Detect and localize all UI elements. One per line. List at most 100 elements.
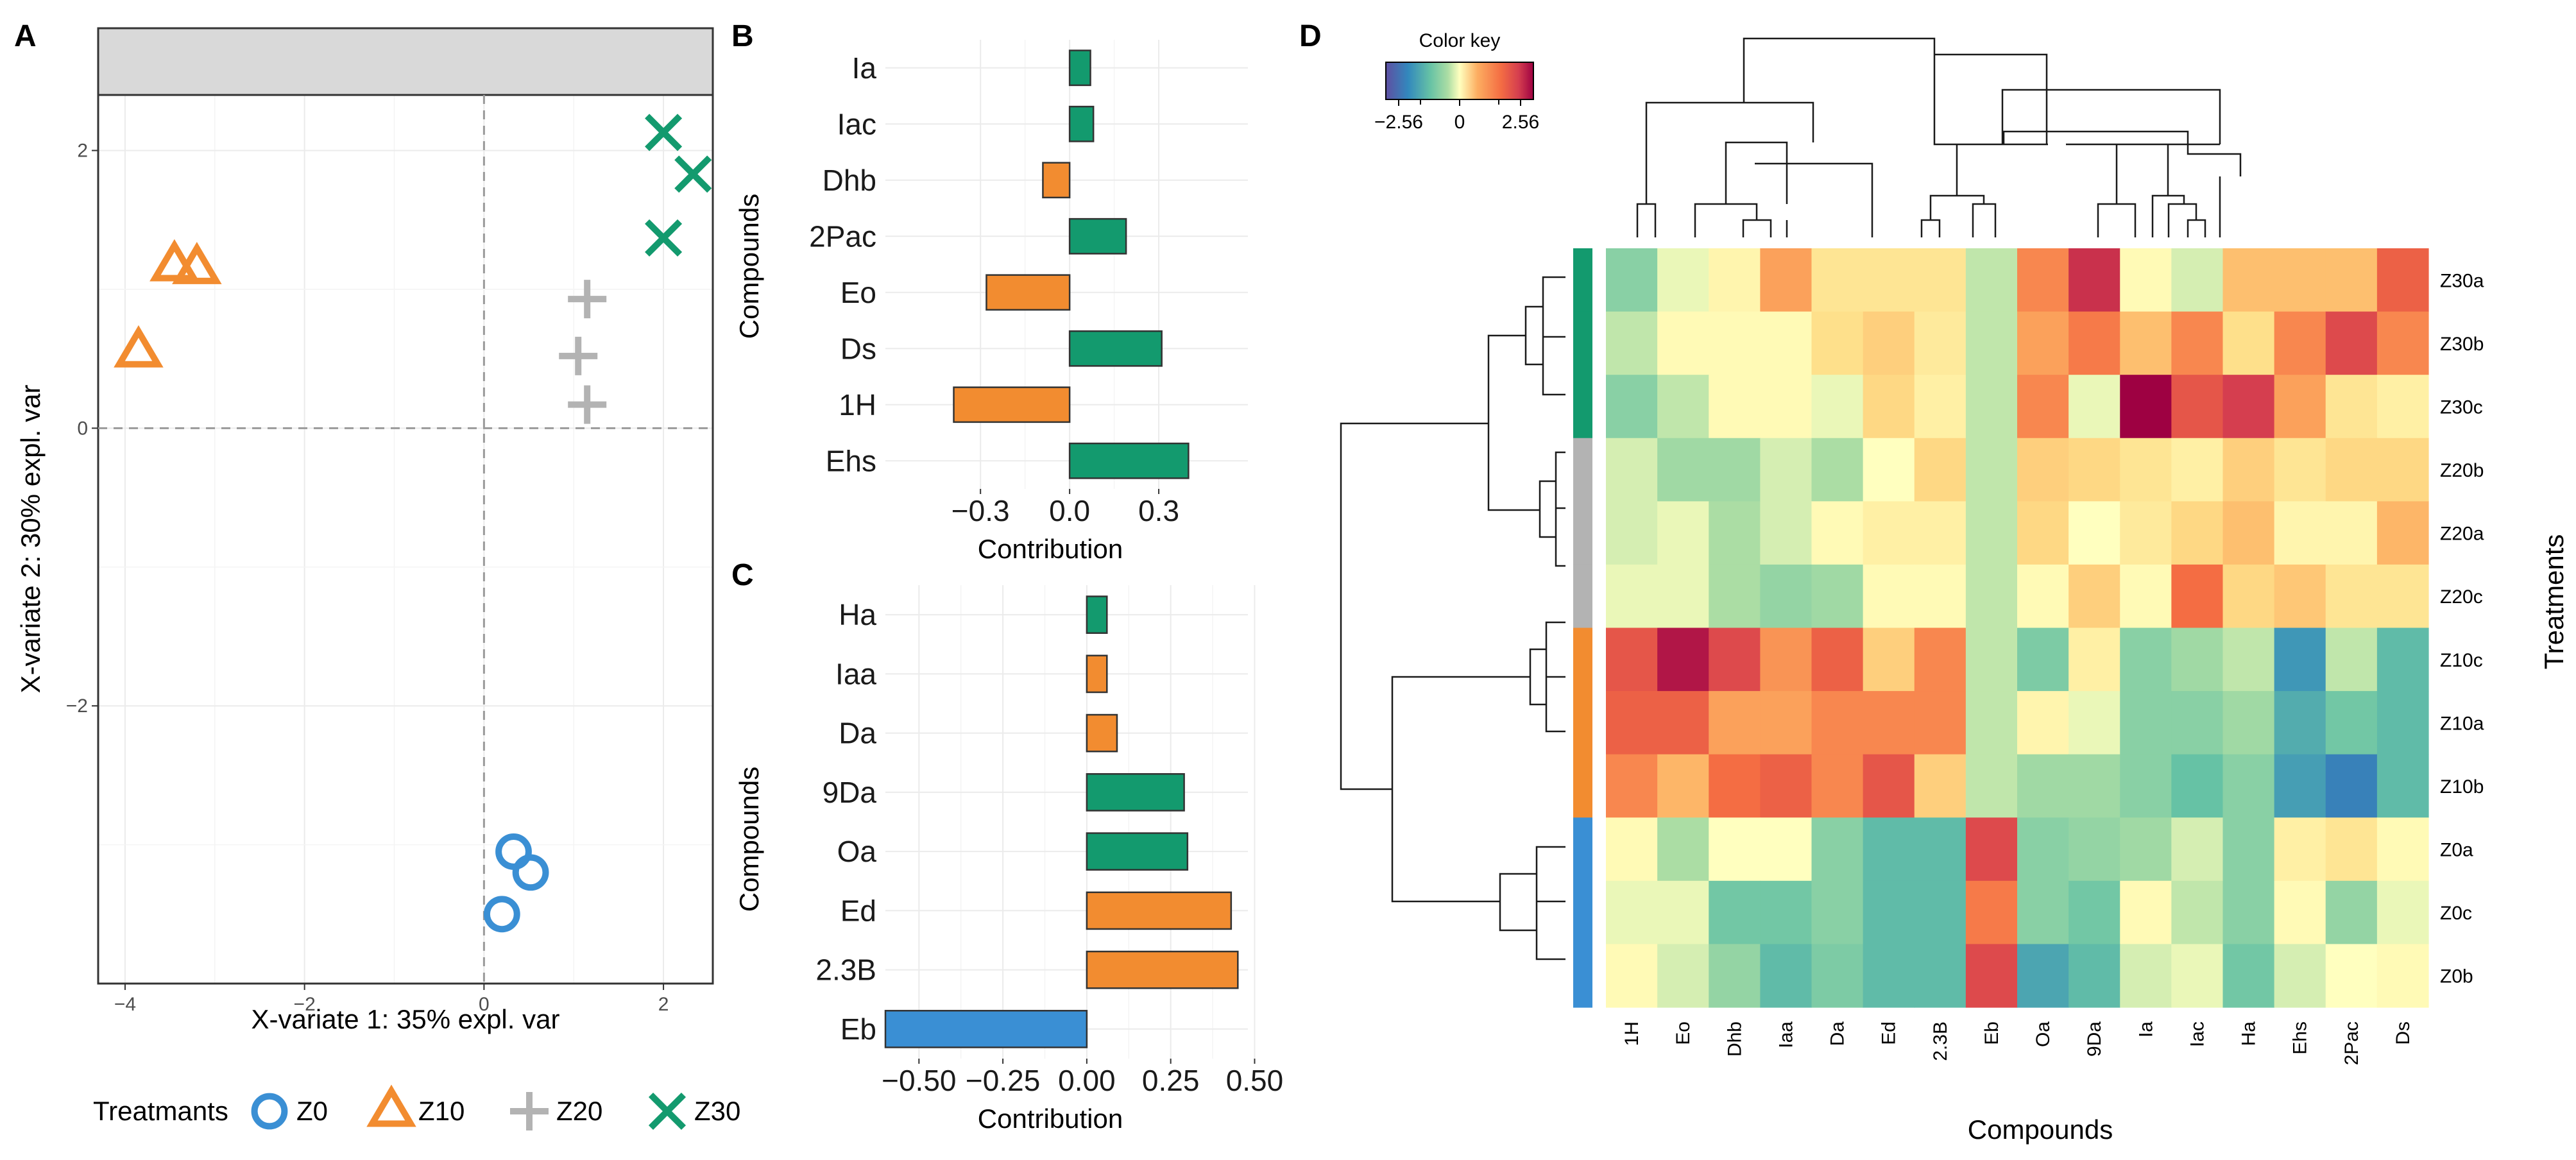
heatmap-cell-z20c-2-3b xyxy=(1914,564,1966,629)
heatmap-cell-z30c-iaa xyxy=(1760,375,1813,439)
panel-b-y-axis-title: Compounds xyxy=(734,194,764,339)
heatmap-cell-z10a-dhb xyxy=(1709,691,1761,755)
panel-c-category-label: Ha xyxy=(839,598,876,631)
heatmap-cell-z10c-iac xyxy=(2171,627,2224,692)
panel-b-category-labels: Ia Iac Dhb 2Pac Eo Ds 1H Ehs xyxy=(809,51,876,478)
panel-b-label: B xyxy=(731,19,754,53)
heatmap-cell-z10a-1h xyxy=(1606,691,1658,755)
heatmap-cell-z10b-ia xyxy=(2120,754,2172,818)
panel-a-x-ticks: −4 −2 0 2 xyxy=(114,984,669,1015)
panel-b-category-label: 2Pac xyxy=(809,219,876,253)
heatmap-cell-z10c-da xyxy=(1811,627,1864,692)
heatmap-cell-z10b-1h xyxy=(1606,754,1658,818)
heatmap-cell-z20a-ia xyxy=(2120,501,2172,565)
panel-c-bar-9da xyxy=(1086,773,1185,812)
point-z30-2 xyxy=(674,155,712,193)
heatmap-cell-z30b-2pac xyxy=(2325,311,2378,375)
heatmap-cell-z0c-eo xyxy=(1657,880,1709,945)
panel-c-bar-2-3b xyxy=(1086,950,1239,989)
heatmap-column-label: Ehs xyxy=(2290,1021,2311,1055)
heatmap-column-label: Ia xyxy=(2135,1021,2156,1037)
panel-c-category-label: Iaa xyxy=(835,657,876,690)
heatmap-cell-z30a-2-3b xyxy=(1914,248,1966,312)
panel-b-bar-ehs xyxy=(1068,442,1190,479)
point-z10-2 xyxy=(172,242,222,284)
color-key-title: Color key xyxy=(1419,30,1501,51)
point-z10-1 xyxy=(149,239,200,282)
heatmap-cell-z20c-ehs xyxy=(2274,564,2326,629)
heatmap-cell-z10c-ehs xyxy=(2274,627,2326,692)
panel-c-x-ticks: −0.50 −0.25 0.00 0.25 0.50 xyxy=(882,1059,1283,1097)
heatmap-cell-z30b-iac xyxy=(2171,311,2224,375)
heatmap-cell-z10c-oa xyxy=(2017,627,2069,692)
color-key-tick-label: −2.56 xyxy=(1374,112,1423,133)
heatmap-cell-z30b-ehs xyxy=(2274,311,2326,375)
y-tick-label: 2 xyxy=(77,141,88,162)
heatmap-column-label: Eb xyxy=(1981,1021,2002,1045)
heatmap-cell-z20b-2pac xyxy=(2325,438,2378,502)
panel-c-x-tick-label: −0.25 xyxy=(966,1064,1040,1097)
heatmap-cell-z30a-oa xyxy=(2017,248,2069,312)
heatmap-cell-z0a-eo xyxy=(1657,817,1709,882)
heatmap-row-label: Z10b xyxy=(2440,776,2484,798)
heatmap-cell-z30a-eo xyxy=(1657,248,1709,312)
panel-b-bar-2pac xyxy=(1068,218,1127,255)
color-key-tick-label: 0 xyxy=(1454,112,1465,133)
heatmap-cell-z0a-ia xyxy=(2120,817,2172,882)
heatmap-column-label: Iac xyxy=(2187,1021,2208,1047)
heatmap-cell-z20c-dhb xyxy=(1709,564,1761,629)
point-z0-3 xyxy=(483,896,520,933)
heatmap-cell-z30c-dhb xyxy=(1709,375,1761,439)
heatmap-cell-z30a-ehs xyxy=(2274,248,2326,312)
side-bar-z10b xyxy=(1573,754,1592,818)
heatmap-row-label: Z10a xyxy=(2440,713,2484,734)
heatmap-cell-z20c-da xyxy=(1811,564,1864,629)
panel-c-bar-da xyxy=(1086,713,1118,753)
legend-title: Treatmants xyxy=(93,1096,228,1126)
heatmap-cell-z20b-da xyxy=(1811,438,1864,502)
heatmap-cell-z20c-ds xyxy=(2376,564,2429,629)
heatmap-cell-z0b-9da xyxy=(2068,944,2120,1008)
panel-c-bar-ha xyxy=(1086,595,1108,634)
heatmap-cell-z0b-ha xyxy=(2222,944,2275,1008)
panel-c-y-axis-title: Compounds xyxy=(734,767,764,912)
panel-c-bar-ed xyxy=(1086,891,1233,930)
heatmap-cell-z10c-ha xyxy=(2222,627,2275,692)
heatmap-cell-z20b-ed xyxy=(1863,438,1915,502)
panel-c-category-label: Da xyxy=(839,717,876,750)
heatmap-row-label: Z0c xyxy=(2440,903,2472,924)
x-tick-label: −2 xyxy=(294,994,316,1015)
side-bar-z0c xyxy=(1573,880,1592,945)
side-bar-z0a xyxy=(1573,817,1592,882)
heatmap-column-label: Ed xyxy=(1879,1021,1900,1045)
heatmap-cell-z0b-ds xyxy=(2376,944,2429,1008)
treatment-side-bar xyxy=(1573,248,1592,1008)
heatmap-cell-z0b-da xyxy=(1811,944,1864,1008)
heatmap-cell-z10a-ed xyxy=(1863,691,1915,755)
point-z20-3 xyxy=(568,385,607,424)
heatmap-cell-z0b-2-3b xyxy=(1914,944,1966,1008)
heatmap-cell-z10b-ed xyxy=(1863,754,1915,818)
heatmap-cell-z20c-iac xyxy=(2171,564,2224,629)
heatmap-cell-z30b-eb xyxy=(1965,311,2018,375)
panel-c-x-axis-title: Contribution xyxy=(978,1104,1123,1134)
heatmap-cell-z20a-ha xyxy=(2222,501,2275,565)
heatmap-cell-z20c-eo xyxy=(1657,564,1709,629)
heatmap-column-label: 2.3B xyxy=(1930,1021,1951,1061)
heatmap-cell-z20a-oa xyxy=(2017,501,2069,565)
heatmap-cell-z30a-dhb xyxy=(1709,248,1761,312)
heatmap-cell-z30c-oa xyxy=(2017,375,2069,439)
heatmap-cell-z10a-da xyxy=(1811,691,1864,755)
legend-marker-z20 xyxy=(510,1092,549,1130)
heatmap-cell-z0a-eb xyxy=(1965,817,2018,882)
heatmap-cell-z30c-9da xyxy=(2068,375,2120,439)
side-bar-z20b xyxy=(1573,438,1592,502)
heatmap-cell-z20c-9da xyxy=(2068,564,2120,629)
heatmap-cell-z10b-oa xyxy=(2017,754,2069,818)
heatmap-row-label: Z20b xyxy=(2440,460,2484,481)
heatmap-row-label: Z30b xyxy=(2440,334,2484,355)
heatmap-cell-z30c-2-3b xyxy=(1914,375,1966,439)
heatmap-cell-z20a-1h xyxy=(1606,501,1658,565)
heatmap-cell-z20a-ehs xyxy=(2274,501,2326,565)
heatmap-cell-z0a-iac xyxy=(2171,817,2224,882)
